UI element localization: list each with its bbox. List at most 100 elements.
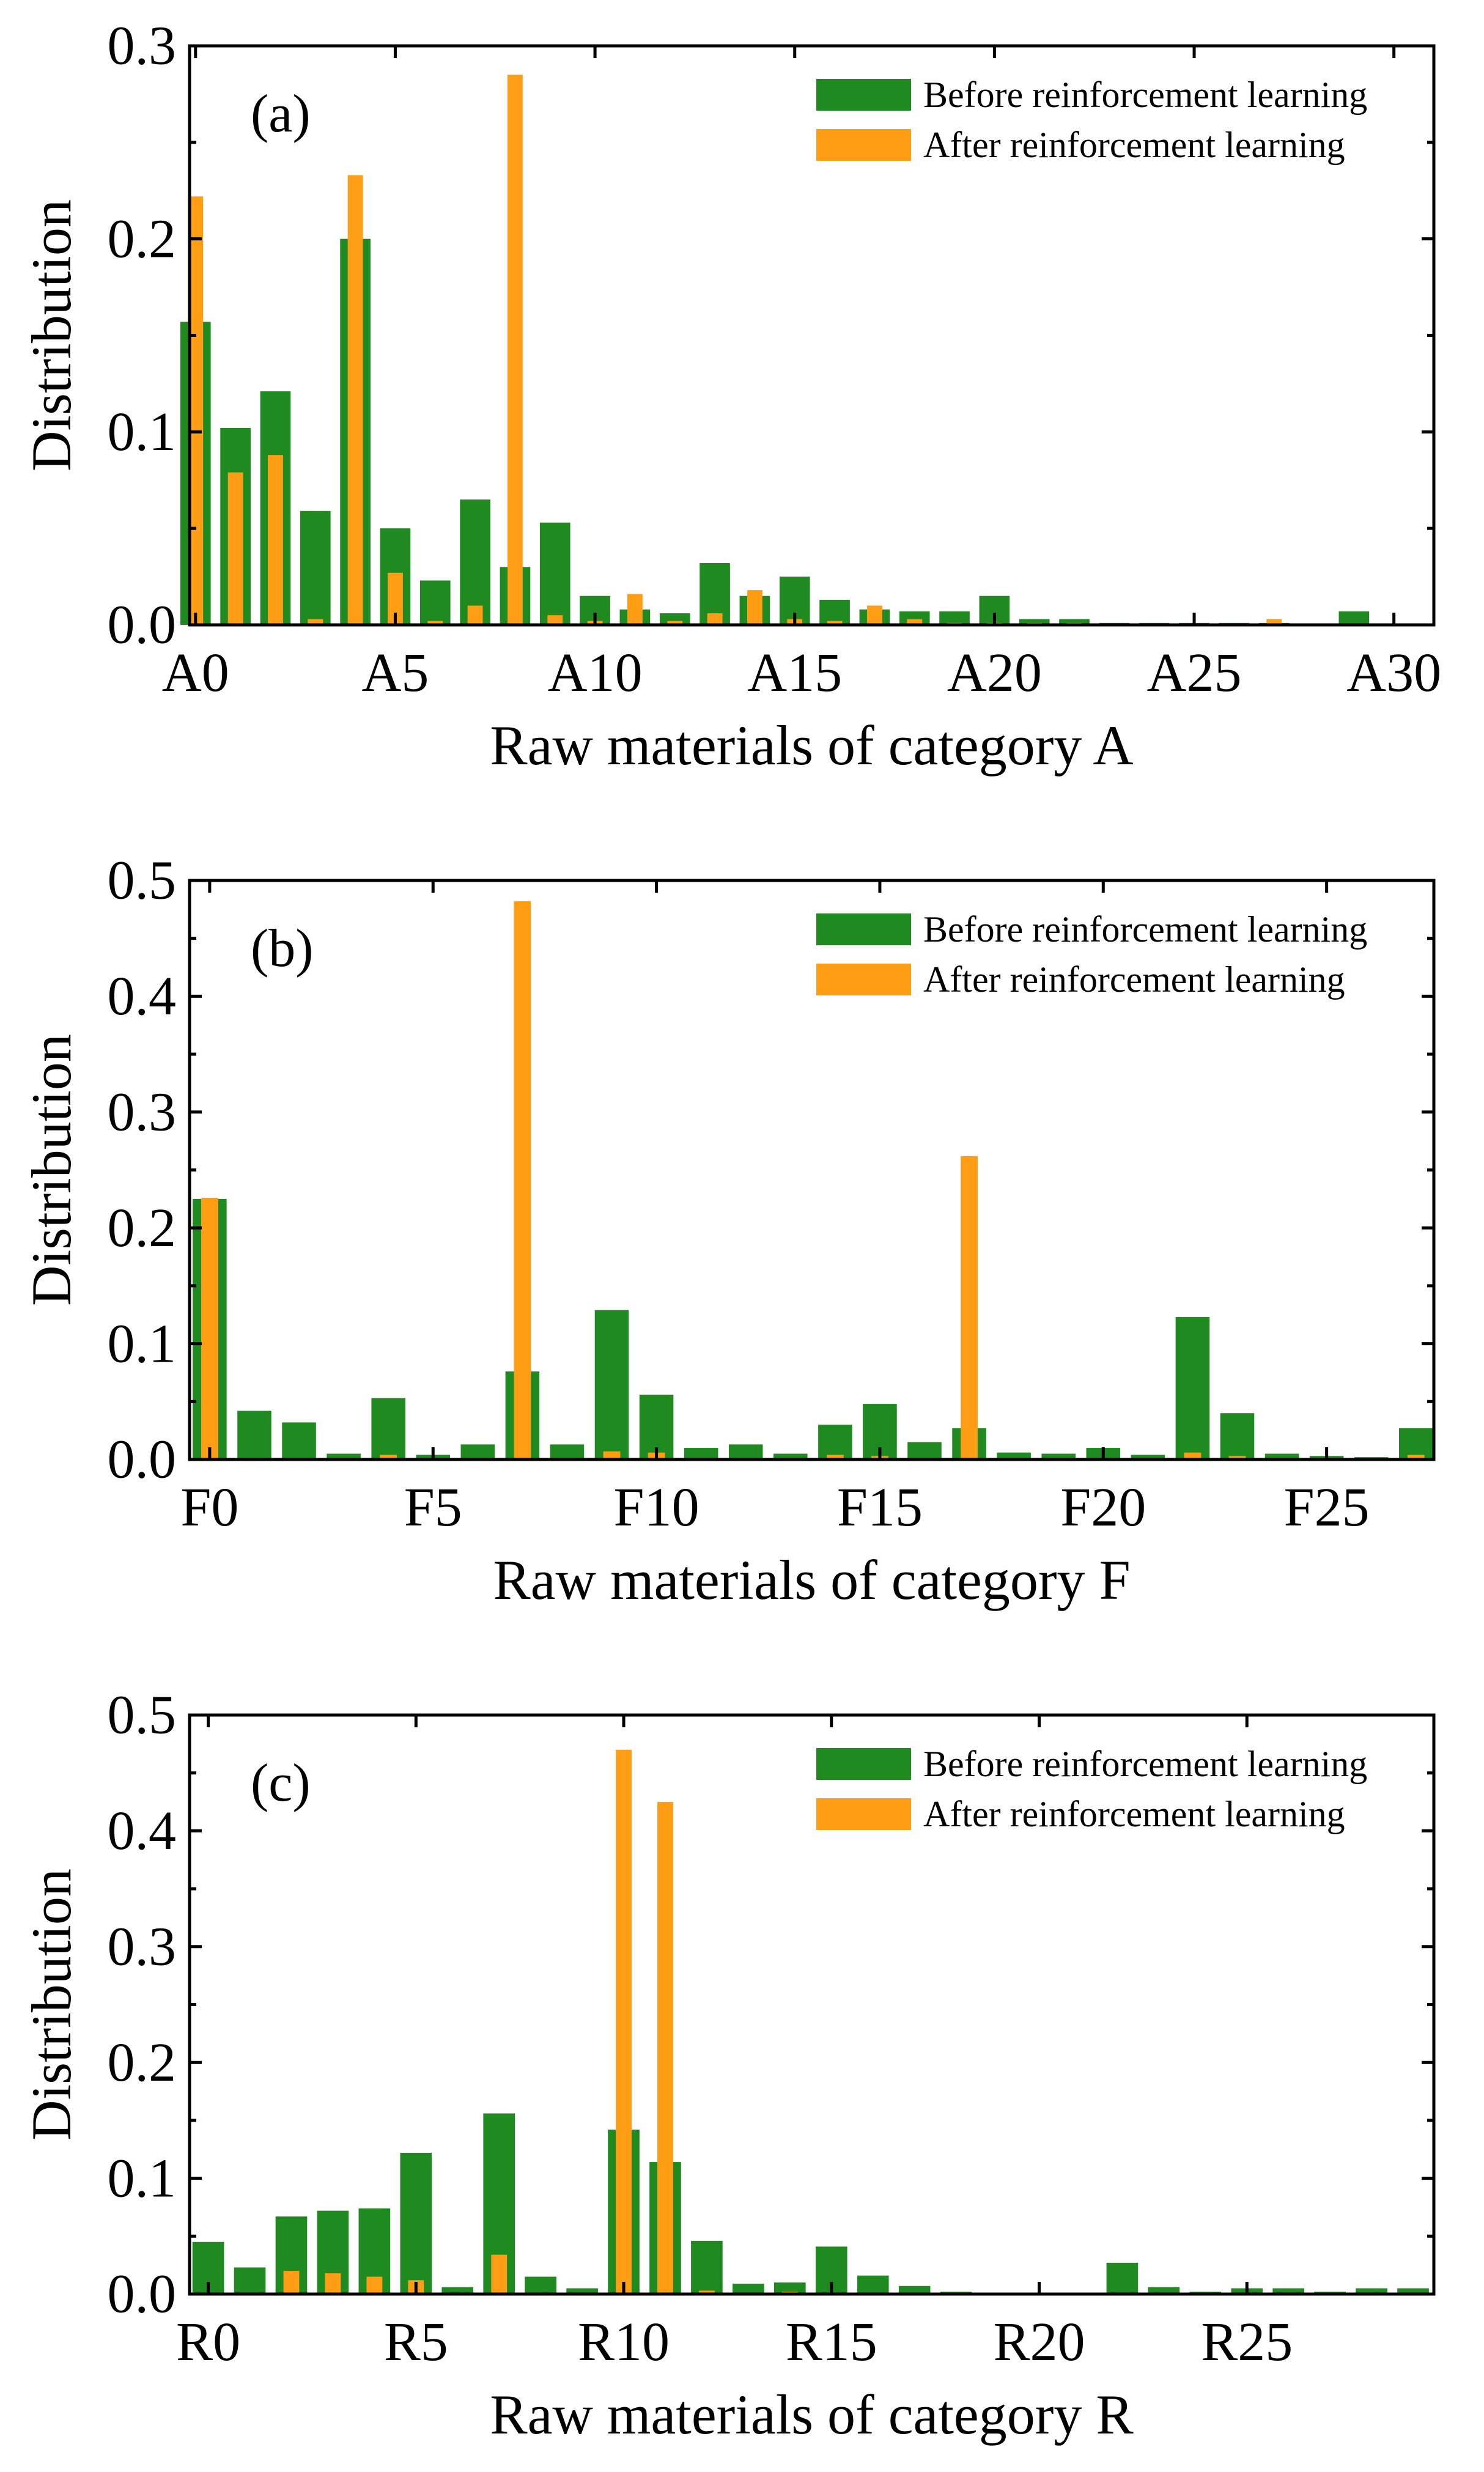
- bar-after-11: [657, 1802, 673, 2294]
- bar-before-29: [1338, 611, 1370, 625]
- x-tick-label: A20: [947, 643, 1042, 703]
- bar-before-18: [997, 1452, 1031, 1459]
- y-tick-label: 0.2: [108, 1198, 177, 1258]
- bar-after-1: [227, 472, 243, 625]
- bar-before-9: [566, 2288, 598, 2294]
- bar-after-23: [1228, 1456, 1246, 1459]
- bar-before-21: [1019, 619, 1050, 625]
- bar-after-12: [699, 2290, 715, 2294]
- bar-before-3: [327, 1453, 361, 1459]
- bar-before-17: [898, 2286, 931, 2294]
- bar-after-8: [508, 75, 523, 625]
- legend-label-before: Before reinforcement learning: [923, 75, 1367, 115]
- legend-label-before: Before reinforcement learning: [923, 909, 1367, 950]
- bar-after-2: [283, 2271, 300, 2294]
- bar-after-14: [747, 590, 762, 625]
- y-axis-label: Distribution: [20, 199, 83, 471]
- bar-before-13: [773, 1453, 808, 1459]
- bar-after-9: [603, 1451, 621, 1459]
- legend-label-after: After reinforcement learning: [923, 125, 1345, 165]
- x-tick-label: A5: [361, 643, 429, 703]
- x-tick-label: A25: [1147, 643, 1242, 703]
- y-tick-label: 0.1: [108, 1313, 177, 1374]
- x-axis-label: Raw materials of category A: [490, 714, 1134, 777]
- chart-panel-3: 0.0 0.1 0.2 0.3 0.4 0.5 R0 R5 R10 R15 R20 R25 Raw ma…: [20, 1685, 1436, 2446]
- x-tick-label: R25: [1201, 2312, 1293, 2372]
- bar-before-19: [1041, 1453, 1076, 1459]
- legend: Before reinforcement learning After reinf…: [816, 1744, 1367, 1834]
- x-tick-label: A0: [162, 643, 229, 703]
- bar-after-27: [1407, 1455, 1425, 1459]
- bar-after-7: [514, 901, 531, 1459]
- legend-label-after: After reinforcement learning: [923, 959, 1345, 1000]
- bar-before-26: [1272, 2288, 1305, 2294]
- x-tick-label: A30: [1346, 643, 1441, 703]
- x-axis-label: Raw materials of category F: [493, 1549, 1130, 1611]
- bar-before-22: [1175, 1317, 1210, 1459]
- bar-before-23: [1148, 2287, 1180, 2294]
- bar-after-11: [627, 594, 643, 625]
- bar-before-22: [1106, 2262, 1139, 2294]
- bar-after-7: [491, 2254, 508, 2294]
- bar-after-6: [427, 621, 443, 625]
- legend-label-after: After reinforcement learning: [923, 1794, 1345, 1834]
- bar-before-8: [525, 2276, 556, 2294]
- legend-swatch-before: [816, 1748, 911, 1780]
- bar-before-29: [1397, 2288, 1429, 2294]
- bar-after-17: [961, 1156, 978, 1459]
- chart-panel-1: 0.0 0.1 0.2 0.3 A0 A5 A10 A15 A20 A25 A30 Raw mater…: [20, 16, 1441, 777]
- bar-after-18: [907, 619, 923, 625]
- bar-before-19: [939, 611, 970, 625]
- x-tick-label: R5: [384, 2312, 448, 2372]
- x-tick-label: F15: [837, 1477, 923, 1538]
- bar-after-3: [325, 2273, 341, 2294]
- chart-panel-2: 0.0 0.1 0.2 0.3 0.4 0.5 F0 F5 F10 F15 F20 F25 Raw ma…: [20, 850, 1436, 1611]
- bar-after-7: [467, 605, 483, 625]
- bar-before-8: [550, 1444, 585, 1459]
- y-tick-label: 0.0: [108, 1430, 177, 1490]
- bar-before-14: [818, 1425, 852, 1459]
- bar-before-9: [539, 522, 570, 625]
- bar-before-2: [282, 1422, 316, 1459]
- y-axis-label: Distribution: [20, 1034, 83, 1306]
- bar-before-14: [774, 2282, 806, 2294]
- bar-after-16: [827, 621, 843, 625]
- bar-before-22: [1059, 619, 1090, 625]
- bar-after-14: [826, 1455, 844, 1459]
- y-tick-label: 0.2: [108, 208, 177, 269]
- y-tick-label: 0.1: [108, 2148, 177, 2208]
- bar-before-21: [1131, 1455, 1165, 1459]
- bar-before-16: [907, 1442, 942, 1459]
- bar-before-6: [419, 580, 451, 625]
- y-tick-label: 0.0: [108, 595, 177, 655]
- bar-before-11: [684, 1448, 718, 1459]
- bar-before-16: [857, 2275, 889, 2294]
- y-tick-label: 0.3: [108, 1917, 177, 1977]
- legend-swatch-after: [816, 129, 911, 161]
- bar-after-4: [366, 2276, 383, 2294]
- bar-before-13: [733, 2283, 764, 2294]
- x-tick-label: F0: [180, 1477, 238, 1538]
- x-tick-label: A15: [747, 643, 842, 703]
- panel-label: (b): [251, 919, 314, 978]
- bar-before-3: [300, 511, 331, 625]
- bar-before-9: [594, 1310, 629, 1459]
- y-tick-label: 0.4: [108, 1801, 177, 1861]
- bar-after-12: [667, 621, 683, 625]
- x-tick-label: R10: [578, 2312, 670, 2372]
- bar-after-17: [866, 605, 882, 625]
- bar-after-4: [380, 1455, 397, 1459]
- x-tick-label: F25: [1284, 1477, 1370, 1538]
- legend-swatch-before: [816, 913, 911, 945]
- bar-before-5: [400, 2152, 432, 2294]
- x-tick-label: F5: [404, 1477, 462, 1538]
- x-tick-label: F20: [1060, 1477, 1146, 1538]
- bar-before-1: [234, 2267, 266, 2294]
- bar-before-6: [460, 1444, 495, 1459]
- y-tick-label: 0.2: [108, 2032, 177, 2093]
- bar-before-24: [1264, 1453, 1299, 1459]
- legend-label-before: Before reinforcement learning: [923, 1744, 1367, 1784]
- bar-after-13: [707, 613, 723, 625]
- x-tick-label: R15: [786, 2312, 877, 2372]
